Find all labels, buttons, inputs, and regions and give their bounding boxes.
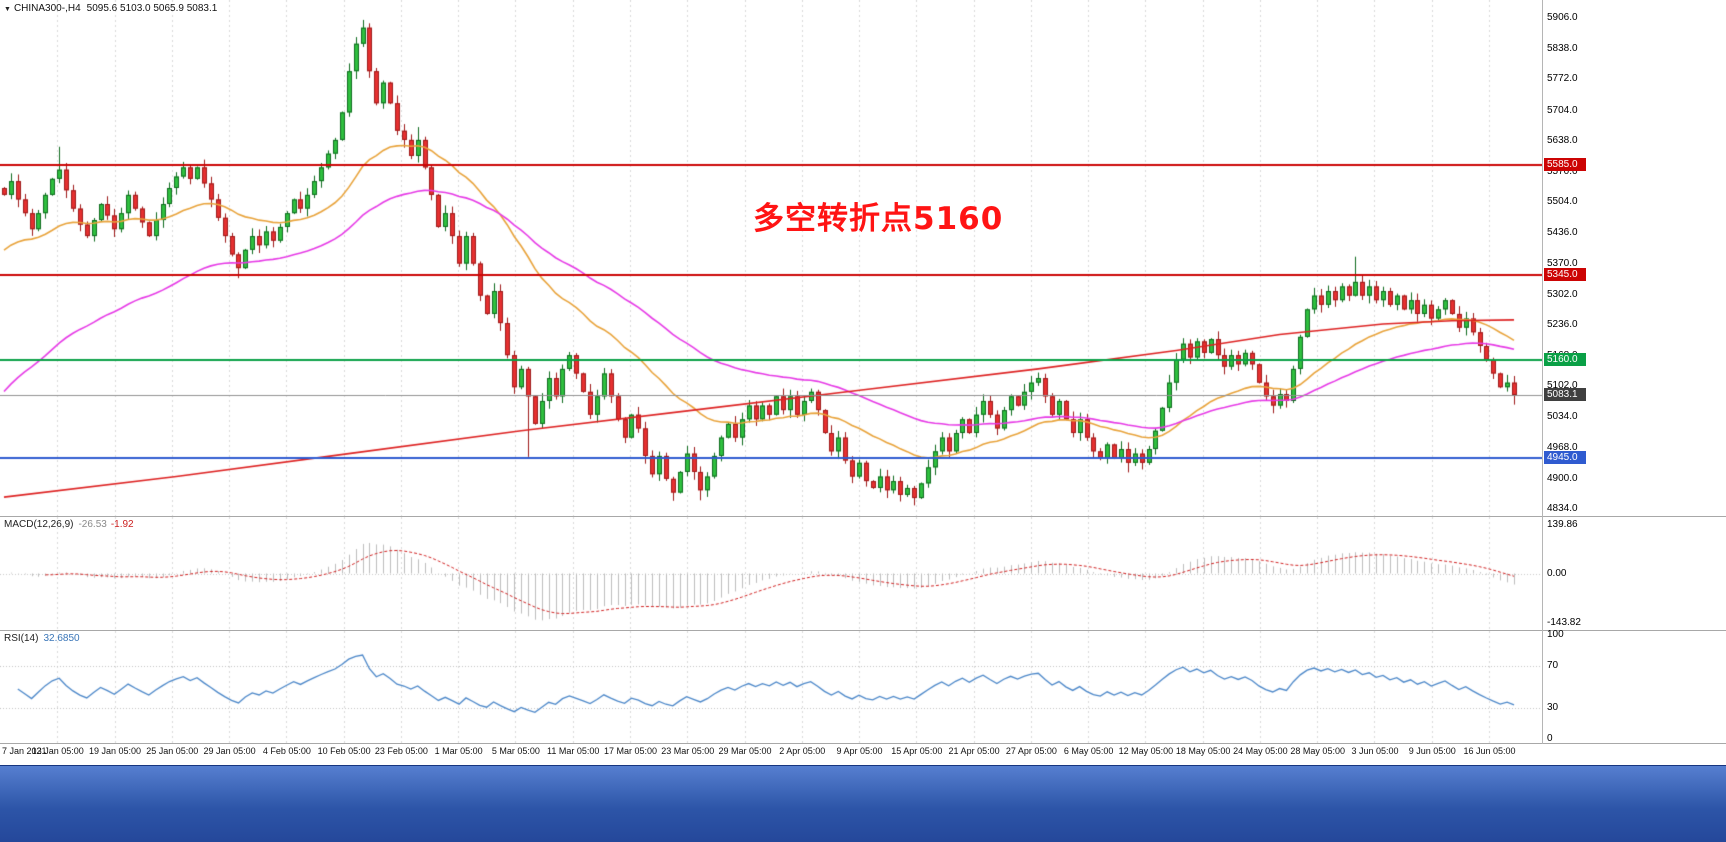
time-axis-label: 6 May 05:00	[1063, 746, 1114, 756]
hline-price-badge: 5585.0	[1544, 158, 1586, 172]
time-axis-label: 13 Jan 05:00	[31, 746, 84, 756]
panel-resize-separator[interactable]	[0, 630, 1726, 631]
time-axis-label: 2 Apr 05:00	[779, 746, 826, 756]
price-axis-label: 5370.0	[1547, 257, 1578, 269]
current-price-badge: 5083.1	[1544, 387, 1586, 401]
time-axis-label: 17 Mar 05:00	[603, 746, 657, 756]
ohlc-values: 5095.6 5103.0 5065.9 5083.1	[86, 3, 218, 14]
chart-title: ▼ CHINA300-,H4 5095.6 5103.0 5065.9 5083.1	[4, 3, 217, 14]
hline-price-badge: 4945.0	[1544, 451, 1586, 465]
macd-main-value: -26.53	[78, 519, 107, 530]
macd-axis-label: 139.86	[1547, 519, 1578, 531]
rsi-axis-label: 70	[1547, 660, 1559, 672]
macd-panel-canvas[interactable]	[0, 517, 1542, 630]
price-axis-label: 5570.0	[1547, 165, 1578, 177]
time-axis-label: 25 Jan 05:00	[146, 746, 199, 756]
price-axis-label: 4900.0	[1547, 472, 1578, 484]
time-axis-label: 15 Apr 05:00	[891, 746, 943, 756]
macd-name: MACD(12,26,9)	[4, 519, 74, 530]
time-axis-label: 12 May 05:00	[1118, 746, 1174, 756]
price-axis-label: 4968.0	[1547, 441, 1578, 453]
time-axis-label: 7 Jan 2021	[2, 746, 47, 756]
macd-label: MACD(12,26,9) -26.53 -1.92	[4, 519, 134, 530]
price-axis-label: 5704.0	[1547, 104, 1578, 116]
time-axis-label: 11 Mar 05:00	[547, 746, 600, 756]
price-axis-label: 5906.0	[1547, 12, 1578, 24]
price-axis-label: 5436.0	[1547, 227, 1578, 239]
macd-signal-value: -1.92	[110, 519, 134, 530]
symbol-dropdown-icon[interactable]: ▼	[4, 6, 11, 13]
price-axis-label: 5772.0	[1547, 73, 1578, 85]
annotation-text: 多空转折点5160	[753, 201, 1004, 237]
time-axis-label: 3 Jun 05:00	[1351, 746, 1399, 756]
time-axis-label: 9 Apr 05:00	[836, 746, 883, 756]
price-axis-label: 5034.0	[1547, 411, 1578, 423]
rsi-value: 32.6850	[43, 633, 80, 644]
time-axis-label: 1 Mar 05:00	[434, 746, 483, 756]
time-axis-label: 10 Feb 05:00	[317, 746, 371, 756]
price-axis-label: 5638.0	[1547, 134, 1578, 146]
time-axis-label: 27 Apr 05:00	[1005, 746, 1057, 756]
time-axis-label: 4 Feb 05:00	[262, 746, 311, 756]
price-axis-label: 5504.0	[1547, 196, 1578, 208]
time-axis-label: 5 Mar 05:00	[491, 746, 540, 756]
time-axis-label: 16 Jun 05:00	[1463, 746, 1516, 756]
time-axis-label: 24 May 05:00	[1233, 746, 1288, 756]
price-axis-label: 5302.0	[1547, 288, 1578, 300]
price-axis-label: 4834.0	[1547, 503, 1578, 515]
symbol-label: CHINA300-,H4	[13, 3, 81, 14]
price-axis-label: 5236.0	[1547, 318, 1578, 330]
price-axis-separator	[1542, 0, 1543, 744]
time-axis-label: 29 Mar 05:00	[718, 746, 772, 756]
panel-resize-separator[interactable]	[0, 516, 1726, 517]
rsi-label: RSI(14) 32.6850	[4, 633, 80, 644]
panel-resize-separator[interactable]	[0, 743, 1726, 744]
price-axis-label: 5102.0	[1547, 380, 1578, 392]
time-axis-label: 9 Jun 05:00	[1408, 746, 1456, 756]
macd-axis-label: -143.82	[1547, 617, 1581, 629]
rsi-panel-canvas[interactable]	[0, 631, 1542, 743]
time-axis-label: 23 Feb 05:00	[374, 746, 428, 756]
taskbar	[0, 765, 1726, 842]
rsi-axis-label: 100	[1547, 629, 1564, 640]
price-chart-canvas[interactable]	[0, 0, 1542, 516]
price-axis-label: 5838.0	[1547, 43, 1578, 55]
rsi-name: RSI(14)	[4, 633, 39, 644]
time-axis-label: 18 May 05:00	[1175, 746, 1231, 756]
macd-axis-label: 0.00	[1547, 567, 1567, 579]
time-axis-label: 28 May 05:00	[1290, 746, 1345, 756]
time-axis-label: 21 Apr 05:00	[948, 746, 1000, 756]
hline-price-badge: 5160.0	[1544, 352, 1586, 366]
time-axis-label: 29 Jan 05:00	[203, 746, 256, 756]
rsi-axis-label: 30	[1547, 701, 1559, 713]
time-axis-label: 23 Mar 05:00	[661, 746, 715, 756]
time-axis-label: 19 Jan 05:00	[89, 746, 142, 756]
rsi-axis-label: 0	[1547, 733, 1553, 744]
hline-price-badge: 5345.0	[1544, 268, 1586, 281]
